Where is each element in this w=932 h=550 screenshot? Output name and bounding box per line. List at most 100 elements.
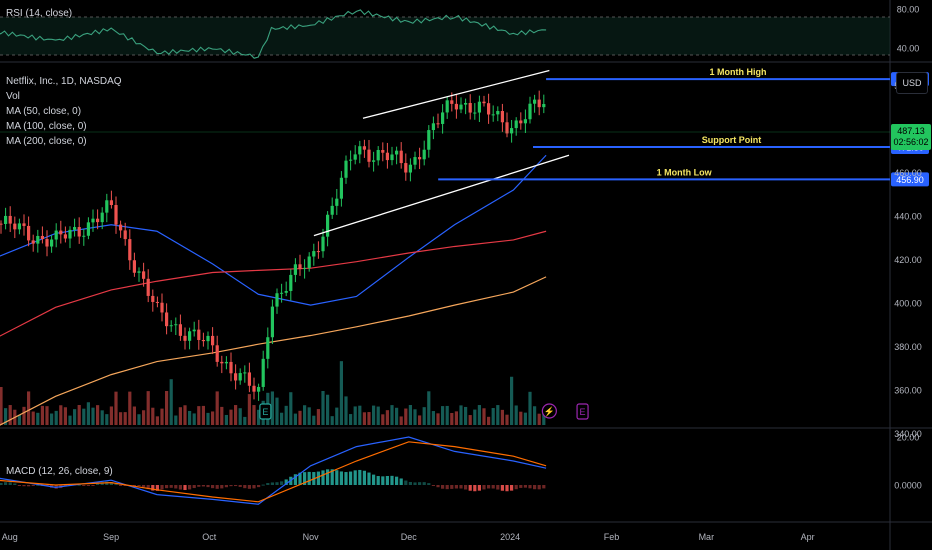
macd-histogram-bar bbox=[8, 482, 12, 485]
macd-label: MACD (12, 26, close, 9) bbox=[6, 466, 113, 477]
macd-histogram-bar bbox=[330, 469, 334, 485]
price-tick: 380.00 bbox=[894, 342, 922, 352]
candle bbox=[178, 324, 182, 336]
volume-bar bbox=[528, 391, 532, 425]
candle bbox=[59, 230, 63, 235]
volume-bar bbox=[408, 405, 412, 425]
macd-histogram-bar bbox=[243, 485, 247, 489]
earnings-marker-label: E bbox=[262, 407, 268, 417]
rsi-line bbox=[0, 9, 547, 59]
month-low-tag-value: 456.90 bbox=[896, 175, 924, 185]
candle bbox=[514, 120, 518, 129]
macd-histogram-bar bbox=[215, 485, 219, 489]
volume-bar bbox=[303, 405, 307, 425]
volume-bar bbox=[321, 391, 325, 425]
candle bbox=[4, 215, 8, 224]
macd-histogram-bar bbox=[211, 485, 215, 489]
macd-histogram-bar bbox=[188, 485, 192, 490]
volume-bar bbox=[0, 387, 3, 425]
candle bbox=[464, 102, 468, 105]
candle bbox=[477, 101, 481, 113]
last-price-tag bbox=[891, 124, 931, 150]
macd-histogram-bar bbox=[450, 485, 454, 489]
macd-histogram-bar bbox=[427, 483, 431, 485]
volume-bar bbox=[68, 415, 72, 425]
legend-ma200[interactable]: MA (200, close, 0) bbox=[6, 136, 87, 147]
volume-bar bbox=[312, 415, 316, 425]
candle bbox=[372, 160, 376, 162]
month-high-label: 1 Month High bbox=[710, 67, 767, 77]
volume-bar bbox=[450, 412, 454, 425]
macd-histogram-bar bbox=[537, 485, 541, 490]
time-tick: Oct bbox=[202, 532, 217, 542]
candle bbox=[270, 306, 274, 338]
candle bbox=[487, 103, 491, 115]
macd-histogram-bar bbox=[123, 485, 127, 486]
volume-bar bbox=[399, 416, 403, 425]
macd-histogram-bar bbox=[482, 485, 486, 490]
candle bbox=[142, 271, 146, 279]
volume-bar bbox=[289, 392, 293, 425]
macd-histogram-bar bbox=[0, 482, 3, 485]
volume-bar bbox=[54, 410, 58, 425]
macd-histogram-bar bbox=[27, 485, 31, 487]
candle bbox=[174, 324, 178, 326]
macd-histogram-bar bbox=[510, 485, 514, 491]
volume-bar bbox=[413, 409, 417, 425]
legend-ma50[interactable]: MA (50, close, 0) bbox=[6, 106, 82, 117]
volume-bar bbox=[496, 405, 500, 425]
volume-bar bbox=[298, 410, 302, 425]
candle bbox=[201, 339, 205, 342]
month-low-tag bbox=[891, 172, 929, 187]
currency-button[interactable]: USD bbox=[896, 72, 928, 94]
last-price-value: 487.13 bbox=[897, 126, 925, 136]
volume-bar bbox=[367, 412, 371, 425]
candle bbox=[114, 205, 118, 225]
volume-bar bbox=[119, 412, 123, 425]
candle bbox=[330, 205, 334, 215]
macd-histogram-bar bbox=[257, 485, 261, 488]
macd-histogram-bar bbox=[183, 485, 187, 491]
candle bbox=[307, 256, 311, 268]
macd-histogram-bar bbox=[261, 484, 265, 486]
volume-bar bbox=[22, 406, 26, 425]
volume-bar bbox=[8, 405, 12, 425]
macd-histogram-bar bbox=[100, 482, 104, 485]
volume-bar bbox=[445, 405, 449, 425]
volume-bar bbox=[105, 414, 109, 425]
macd-histogram-bar bbox=[491, 485, 495, 489]
rsi-tick: 40.00 bbox=[897, 43, 920, 53]
macd-histogram-bar bbox=[468, 485, 472, 491]
macd-histogram-bar bbox=[22, 485, 26, 487]
volume-bar bbox=[275, 397, 279, 425]
candle bbox=[280, 292, 284, 294]
candle bbox=[96, 218, 100, 223]
candle bbox=[533, 99, 537, 104]
legend-ma100[interactable]: MA (100, close, 0) bbox=[6, 121, 87, 132]
macd-histogram-bar bbox=[487, 485, 491, 489]
candle bbox=[505, 122, 509, 134]
volume-bar bbox=[146, 391, 150, 425]
candle bbox=[91, 218, 95, 223]
volume-bar bbox=[344, 396, 348, 425]
volume-bar bbox=[17, 414, 21, 425]
macd-histogram-bar bbox=[514, 485, 518, 490]
volume-bar bbox=[224, 414, 228, 425]
volume-bar bbox=[229, 409, 233, 425]
candle bbox=[510, 128, 514, 134]
volume-bar bbox=[514, 405, 518, 425]
volume-bar bbox=[376, 406, 380, 425]
price-tick: 340.00 bbox=[894, 429, 922, 439]
volume-bar bbox=[523, 412, 527, 425]
month-low-label: 1 Month Low bbox=[657, 167, 713, 177]
legend-vol[interactable]: Vol bbox=[6, 91, 20, 102]
symbol-title[interactable]: Netflix, Inc., 1D, NASDAQ bbox=[6, 76, 122, 87]
candle bbox=[381, 149, 385, 153]
volume-bar bbox=[86, 402, 90, 425]
macd-histogram-bar bbox=[362, 470, 366, 485]
candle bbox=[128, 239, 132, 261]
candle bbox=[519, 120, 523, 124]
candle bbox=[132, 260, 136, 273]
volume-bar bbox=[160, 408, 164, 425]
